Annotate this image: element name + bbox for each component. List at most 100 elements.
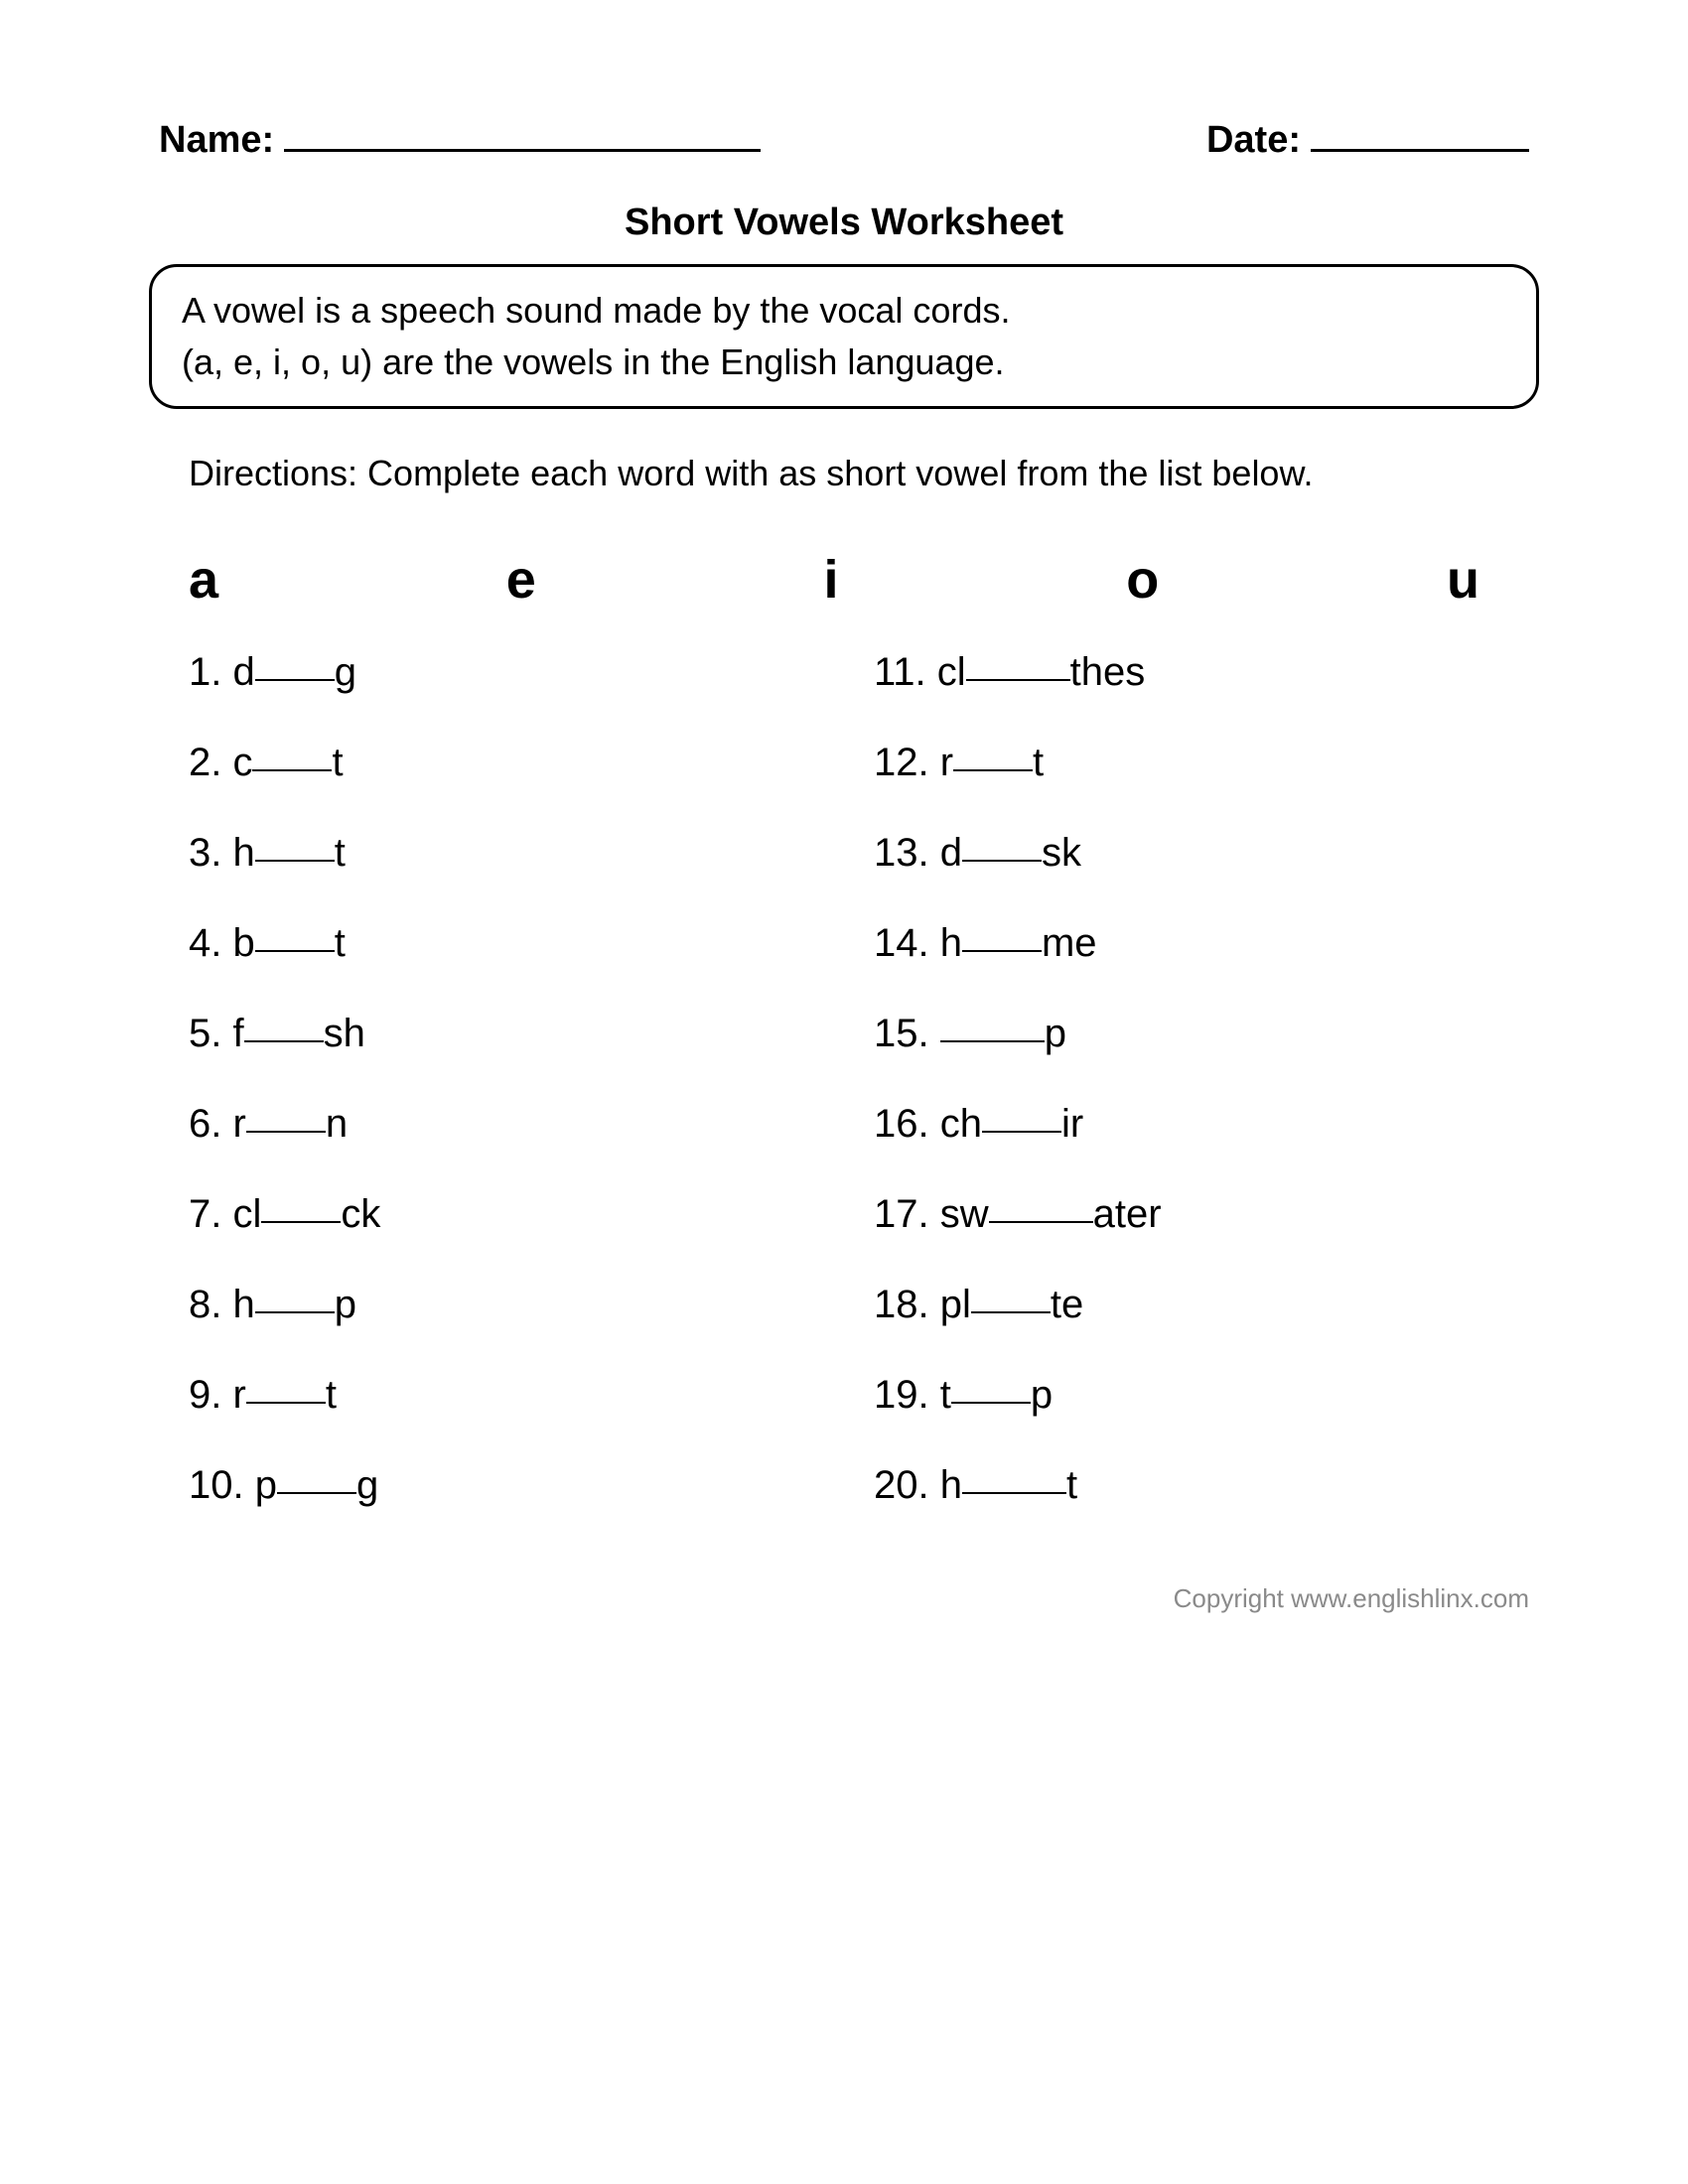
word-prefix: c: [232, 741, 252, 784]
question-item: 3. ht: [189, 831, 834, 876]
word-prefix: h: [940, 1463, 962, 1507]
word-suffix: n: [326, 1102, 348, 1146]
copyright-text: Copyright www.englishlinx.com: [139, 1583, 1549, 1614]
questions-column-left: 1. dg2. ct3. ht4. bt5. fsh6. rn7. clck8.…: [189, 650, 834, 1554]
question-item: 1. dg: [189, 650, 834, 695]
fill-blank[interactable]: [255, 950, 335, 952]
word-suffix: sh: [324, 1012, 365, 1055]
fill-blank[interactable]: [953, 769, 1033, 771]
word-suffix: ater: [1093, 1192, 1162, 1236]
word-suffix: p: [335, 1283, 356, 1326]
fill-blank[interactable]: [951, 1402, 1031, 1404]
question-item: 7. cl ck: [189, 1192, 834, 1237]
word-prefix: f: [232, 1012, 243, 1055]
question-item: 10. pg: [189, 1463, 834, 1508]
vowel-o: o: [1126, 549, 1159, 611]
info-box: A vowel is a speech sound made by the vo…: [149, 264, 1539, 409]
fill-blank[interactable]: [962, 860, 1042, 862]
fill-blank[interactable]: [277, 1492, 356, 1494]
vowel-i: i: [824, 549, 839, 611]
question-item: 8. h p: [189, 1283, 834, 1327]
questions-column-right: 11. clthes12. rt13. dsk14. hme15. p16. c…: [834, 650, 1519, 1554]
date-blank-line[interactable]: [1311, 122, 1529, 152]
question-item: 18. pl te: [874, 1283, 1519, 1327]
directions-text: Directions: Complete each word with as s…: [189, 449, 1499, 498]
question-number: 2.: [189, 741, 232, 784]
word-suffix: g: [356, 1463, 378, 1507]
header-row: Name: Date:: [139, 119, 1549, 162]
question-number: 14.: [874, 921, 940, 965]
question-item: 20. ht: [874, 1463, 1519, 1508]
fill-blank[interactable]: [962, 1492, 1066, 1494]
word-prefix: h: [232, 831, 254, 875]
word-prefix: h: [232, 1283, 254, 1326]
question-number: 8.: [189, 1283, 232, 1326]
word-suffix: te: [1051, 1283, 1083, 1326]
word-prefix: cl: [232, 1192, 261, 1236]
word-prefix: h: [940, 921, 962, 965]
question-number: 15.: [874, 1012, 940, 1055]
question-item: 5. f sh: [189, 1012, 834, 1056]
word-prefix: pl: [940, 1283, 971, 1326]
question-item: 12. rt: [874, 741, 1519, 785]
fill-blank[interactable]: [255, 1311, 335, 1313]
fill-blank[interactable]: [252, 769, 332, 771]
word-prefix: cl: [937, 650, 966, 694]
word-suffix: t: [1033, 741, 1044, 784]
date-group: Date:: [1206, 119, 1529, 162]
question-number: 1.: [189, 650, 232, 694]
word-suffix: t: [335, 831, 346, 875]
name-blank-line[interactable]: [284, 122, 761, 152]
question-item: 19. tp: [874, 1373, 1519, 1418]
question-number: 11.: [874, 650, 937, 694]
fill-blank[interactable]: [261, 1221, 341, 1223]
word-prefix: t: [940, 1373, 951, 1417]
name-group: Name:: [159, 119, 761, 162]
info-line-1: A vowel is a speech sound made by the vo…: [182, 285, 1506, 337]
question-item: 4. bt: [189, 921, 834, 966]
fill-blank[interactable]: [246, 1131, 326, 1133]
question-number: 18.: [874, 1283, 940, 1326]
question-number: 20.: [874, 1463, 940, 1507]
word-suffix: me: [1042, 921, 1097, 965]
word-suffix: ck: [341, 1192, 380, 1236]
word-prefix: r: [232, 1373, 245, 1417]
info-line-2: (a, e, i, o, u) are the vowels in the En…: [182, 337, 1506, 388]
fill-blank[interactable]: [244, 1040, 324, 1042]
fill-blank[interactable]: [940, 1040, 1045, 1042]
fill-blank[interactable]: [255, 679, 335, 681]
question-number: 13.: [874, 831, 940, 875]
question-number: 7.: [189, 1192, 232, 1236]
question-number: 9.: [189, 1373, 232, 1417]
vowel-row: a e i o u: [139, 549, 1549, 611]
question-item: 2. c t: [189, 741, 834, 785]
fill-blank[interactable]: [989, 1221, 1093, 1223]
fill-blank[interactable]: [246, 1402, 326, 1404]
word-suffix: thes: [1070, 650, 1146, 694]
word-suffix: t: [335, 921, 346, 965]
question-number: 17.: [874, 1192, 940, 1236]
word-suffix: t: [326, 1373, 337, 1417]
word-prefix: d: [940, 831, 962, 875]
word-prefix: r: [232, 1102, 245, 1146]
word-suffix: p: [1045, 1012, 1066, 1055]
fill-blank[interactable]: [982, 1131, 1061, 1133]
fill-blank[interactable]: [971, 1311, 1051, 1313]
question-number: 16.: [874, 1102, 940, 1146]
questions-container: 1. dg2. ct3. ht4. bt5. fsh6. rn7. clck8.…: [139, 650, 1549, 1554]
word-prefix: sw: [940, 1192, 989, 1236]
question-item: 9. r t: [189, 1373, 834, 1418]
vowel-a: a: [189, 549, 218, 611]
vowel-u: u: [1447, 549, 1479, 611]
fill-blank[interactable]: [255, 860, 335, 862]
word-prefix: r: [940, 741, 953, 784]
word-suffix: t: [332, 741, 343, 784]
question-number: 5.: [189, 1012, 232, 1055]
fill-blank[interactable]: [962, 950, 1042, 952]
fill-blank[interactable]: [966, 679, 1070, 681]
word-prefix: p: [255, 1463, 277, 1507]
word-prefix: b: [232, 921, 254, 965]
worksheet-title: Short Vowels Worksheet: [139, 202, 1549, 244]
word-suffix: ir: [1061, 1102, 1083, 1146]
question-item: 6. rn: [189, 1102, 834, 1147]
